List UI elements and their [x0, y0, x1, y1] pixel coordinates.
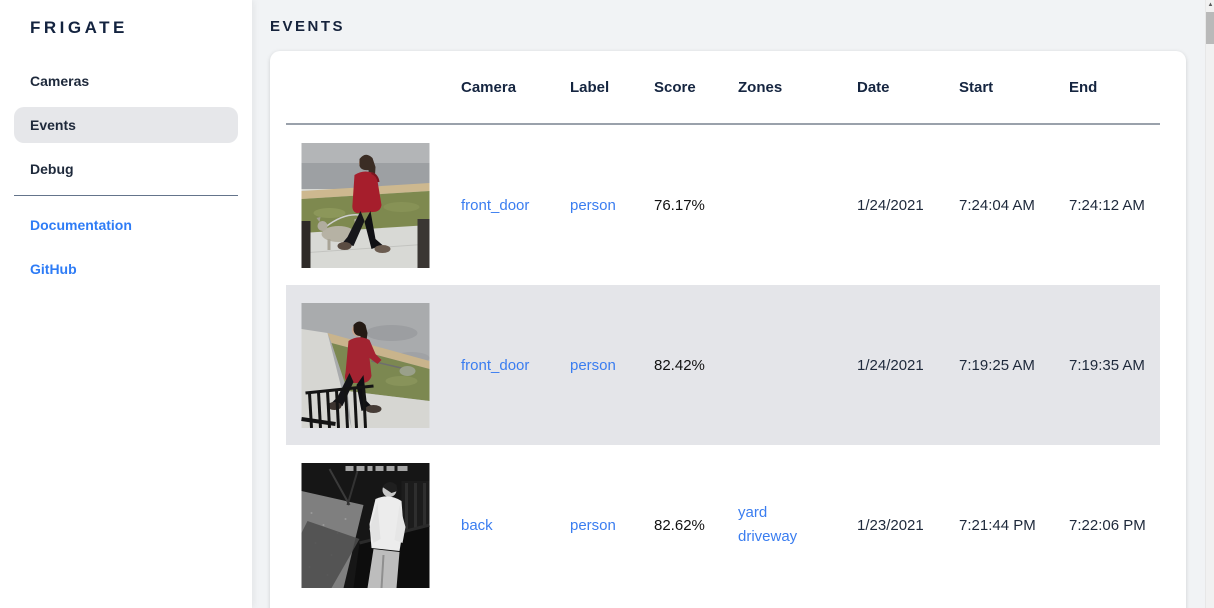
event-thumbnail[interactable] [301, 462, 430, 588]
page-title: EVENTS [270, 18, 346, 35]
sidebar-item-label: Debug [30, 161, 74, 177]
label-link[interactable]: person [570, 196, 616, 214]
sidebar-link-documentation[interactable]: Documentation [0, 207, 252, 243]
score-value: 82.42% [654, 356, 705, 374]
end-value: 7:19:35 AM [1069, 356, 1145, 374]
page-scrollbar[interactable]: ▲ [1205, 0, 1214, 608]
start-value: 7:21:44 PM [959, 516, 1036, 534]
events-table-header: Camera Label Score Zones Date Start End [286, 51, 1160, 125]
zone-link[interactable]: driveway [738, 528, 798, 545]
column-camera: Camera [461, 78, 517, 96]
column-start: Start [959, 78, 994, 96]
column-date: Date [857, 78, 890, 96]
event-thumbnail-image [301, 142, 430, 268]
table-row: front_door person 76.17% 1/24/2021 7:24:… [286, 125, 1160, 285]
start-value: 7:24:04 AM [959, 196, 1035, 214]
sidebar-link-label: Documentation [30, 217, 132, 233]
camera-link[interactable]: back [461, 516, 493, 534]
start-value: 7:19:25 AM [959, 356, 1035, 374]
sidebar-link-label: GitHub [30, 261, 77, 277]
scroll-up-icon[interactable]: ▲ [1207, 2, 1214, 8]
column-label: Label [570, 78, 610, 96]
sidebar-divider [14, 195, 238, 196]
date-value: 1/24/2021 [857, 356, 924, 374]
main-content: EVENTS Camera Label Score Zones Date Sta… [252, 0, 1214, 608]
date-value: 1/23/2021 [857, 516, 924, 534]
sidebar: FRIGATE Cameras Events Debug Documentati… [0, 0, 252, 608]
sidebar-item-label: Cameras [30, 73, 90, 89]
scrollbar-thumb[interactable] [1206, 12, 1214, 44]
score-value: 82.62% [654, 516, 705, 534]
column-zones: Zones [738, 78, 783, 96]
sidebar-item-debug[interactable]: Debug [14, 151, 238, 187]
end-value: 7:22:06 PM [1069, 516, 1146, 534]
end-value: 7:24:12 AM [1069, 196, 1145, 214]
events-card: Camera Label Score Zones Date Start End [270, 51, 1186, 608]
label-link[interactable]: person [570, 516, 616, 534]
camera-link[interactable]: front_door [461, 196, 530, 214]
sidebar-link-github[interactable]: GitHub [0, 251, 252, 287]
column-score: Score [654, 78, 696, 96]
event-thumbnail[interactable] [301, 302, 430, 428]
camera-link[interactable]: front_door [461, 356, 530, 374]
event-thumbnail-image [301, 462, 430, 588]
sidebar-item-cameras[interactable]: Cameras [14, 63, 238, 99]
zone-link[interactable]: yard [738, 504, 768, 521]
date-value: 1/24/2021 [857, 196, 924, 214]
app-logo: FRIGATE [30, 18, 128, 37]
zones-cell: yard driveway [738, 501, 857, 549]
label-link[interactable]: person [570, 356, 616, 374]
sidebar-nav: Cameras Events Debug Documentation GitHu… [0, 38, 252, 287]
table-row: back person 82.62% yard driveway 1/23/20… [286, 445, 1160, 605]
column-end: End [1069, 78, 1098, 96]
table-row: front_door person 82.42% 1/24/2021 7:19:… [286, 285, 1160, 445]
score-value: 76.17% [654, 196, 705, 214]
event-thumbnail[interactable] [301, 142, 430, 268]
sidebar-item-label: Events [30, 117, 76, 133]
event-thumbnail-image [301, 302, 430, 428]
sidebar-item-events[interactable]: Events [14, 107, 238, 143]
